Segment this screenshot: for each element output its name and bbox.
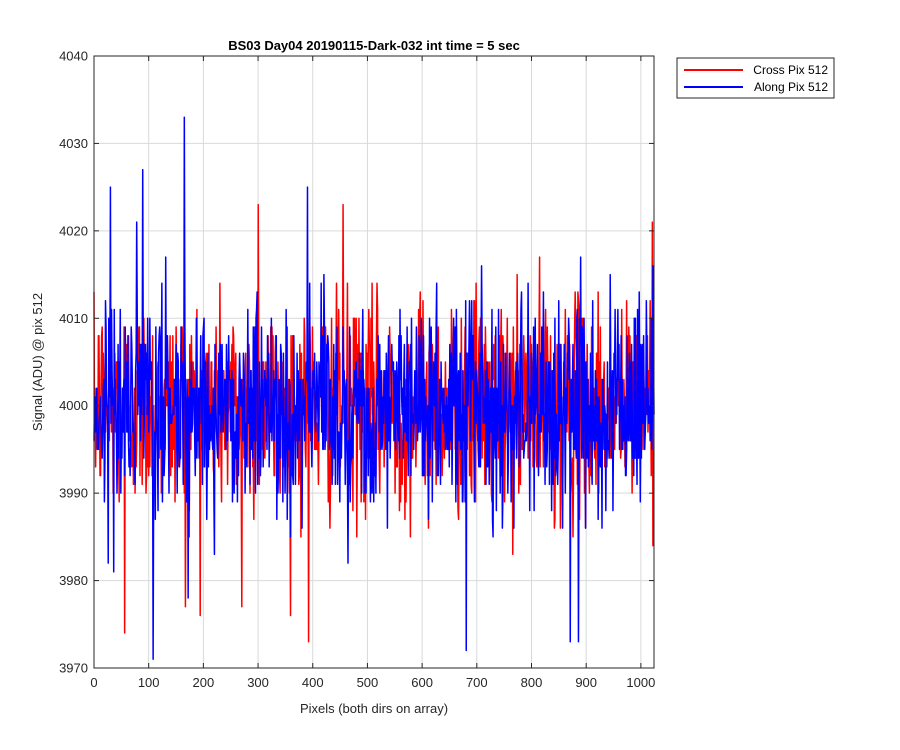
legend-label-along: Along Pix 512 bbox=[754, 80, 828, 94]
chart-title: BS03 Day04 20190115-Dark-032 int time = … bbox=[228, 38, 520, 53]
x-tick-label: 300 bbox=[247, 675, 269, 690]
x-tick-label: 800 bbox=[521, 675, 543, 690]
x-tick-label: 700 bbox=[466, 675, 488, 690]
x-tick-label: 1000 bbox=[626, 675, 655, 690]
x-tick-label: 200 bbox=[193, 675, 215, 690]
y-tick-label: 4000 bbox=[59, 398, 88, 413]
y-tick-label: 3980 bbox=[59, 573, 88, 588]
x-tick-label: 900 bbox=[575, 675, 597, 690]
y-axis-label: Signal (ADU) @ pix 512 bbox=[30, 293, 45, 431]
y-tick-label: 3970 bbox=[59, 661, 88, 676]
legend: Cross Pix 512 Along Pix 512 bbox=[676, 57, 835, 99]
x-tick-label: 600 bbox=[411, 675, 433, 690]
x-tick-label: 500 bbox=[357, 675, 379, 690]
x-tick-label: 400 bbox=[302, 675, 324, 690]
y-tick-label: 4040 bbox=[59, 49, 88, 64]
y-tick-label: 3990 bbox=[59, 486, 88, 501]
y-tick-label: 4010 bbox=[59, 311, 88, 326]
y-tick-label: 4030 bbox=[59, 136, 88, 151]
legend-box bbox=[676, 57, 835, 99]
x-tick-label: 0 bbox=[90, 675, 97, 690]
x-tick-label: 100 bbox=[138, 675, 160, 690]
series-layer bbox=[93, 116, 655, 661]
y-tick-label: 4020 bbox=[59, 223, 88, 238]
axes-frame bbox=[93, 55, 655, 669]
x-axis-label: Pixels (both dirs on array) bbox=[300, 701, 448, 716]
ticks: 0 100 200 300 400 500 600 700 800 900 1000 3970 3980… bbox=[59, 49, 655, 691]
series-line-along bbox=[93, 116, 655, 661]
legend-label-cross: Cross Pix 512 bbox=[753, 63, 828, 77]
